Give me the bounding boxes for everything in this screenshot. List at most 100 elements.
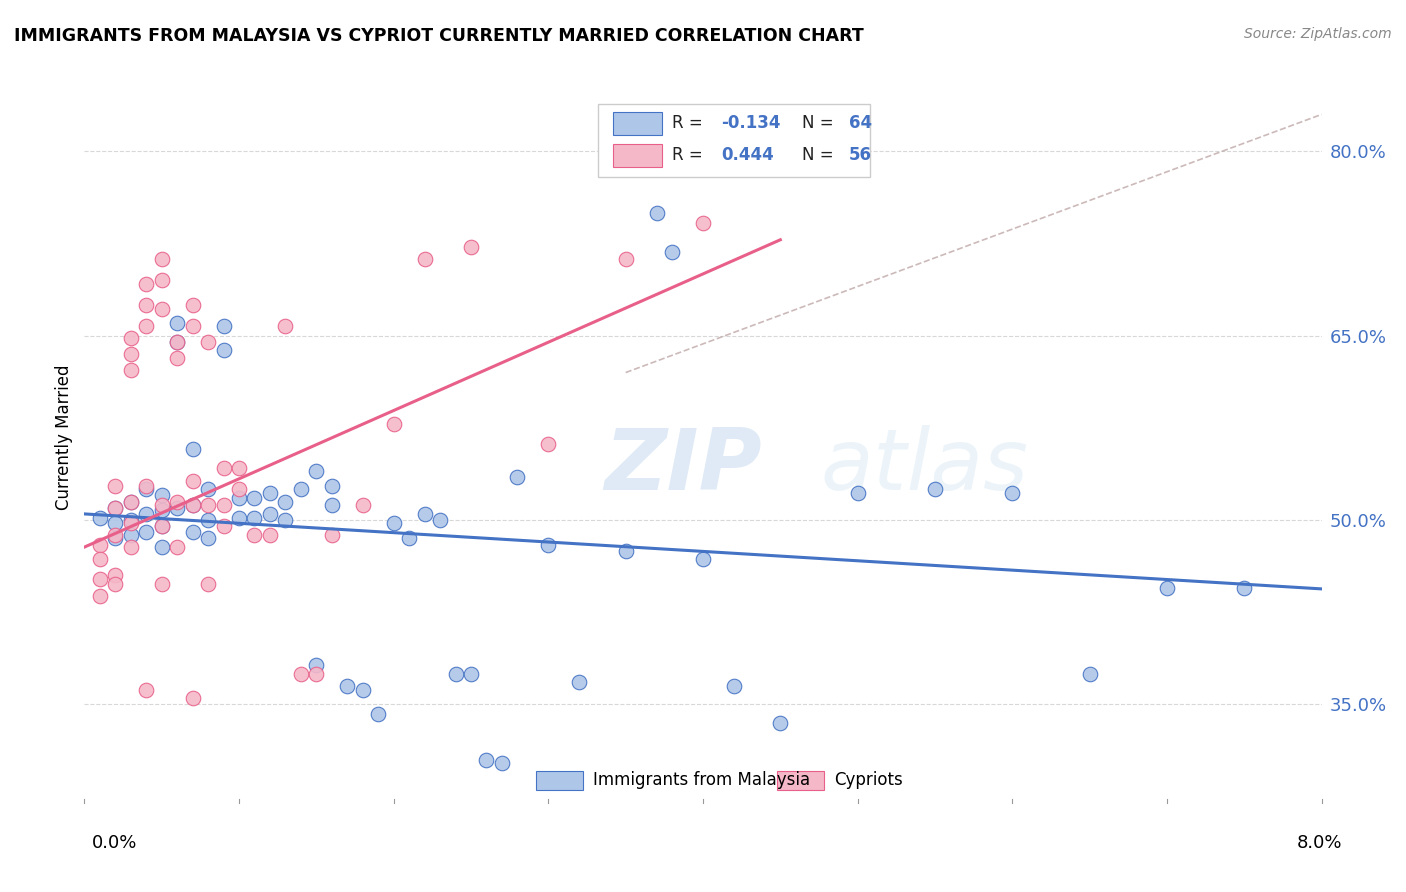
- Point: [197, 483, 219, 497]
- Point: [212, 343, 235, 358]
- Point: [104, 528, 127, 542]
- Text: N =: N =: [801, 146, 839, 164]
- Point: [135, 507, 157, 521]
- Text: 8.0%: 8.0%: [1298, 834, 1343, 852]
- Text: -0.134: -0.134: [721, 114, 782, 132]
- Point: [120, 331, 142, 345]
- Point: [305, 666, 328, 681]
- Point: [89, 538, 111, 552]
- Point: [228, 510, 250, 524]
- Point: [568, 675, 591, 690]
- Text: ZIP: ZIP: [605, 425, 762, 508]
- Point: [537, 538, 560, 552]
- Point: [692, 216, 714, 230]
- Point: [135, 682, 157, 697]
- Point: [181, 498, 204, 512]
- Point: [367, 707, 389, 722]
- Point: [150, 519, 173, 533]
- Point: [321, 478, 343, 492]
- FancyBboxPatch shape: [598, 104, 870, 178]
- Point: [197, 498, 219, 512]
- Point: [104, 516, 127, 530]
- Text: Immigrants from Malaysia: Immigrants from Malaysia: [593, 771, 810, 789]
- Point: [1233, 581, 1256, 595]
- Point: [924, 483, 946, 497]
- Point: [305, 464, 328, 478]
- Point: [212, 519, 235, 533]
- Point: [120, 347, 142, 361]
- Point: [166, 334, 188, 349]
- Point: [614, 252, 637, 267]
- Point: [150, 503, 173, 517]
- Point: [413, 507, 436, 521]
- Text: 56: 56: [849, 146, 872, 164]
- Point: [692, 552, 714, 566]
- Y-axis label: Currently Married: Currently Married: [55, 364, 73, 510]
- Point: [197, 532, 219, 546]
- Point: [181, 318, 204, 333]
- Point: [382, 516, 405, 530]
- Point: [645, 205, 668, 219]
- FancyBboxPatch shape: [613, 144, 662, 167]
- Point: [89, 510, 111, 524]
- Point: [135, 483, 157, 497]
- Text: atlas: atlas: [821, 425, 1029, 508]
- Point: [290, 666, 312, 681]
- Point: [460, 240, 482, 254]
- Point: [228, 461, 250, 475]
- Point: [444, 666, 467, 681]
- Text: 0.444: 0.444: [721, 146, 775, 164]
- Point: [150, 577, 173, 591]
- Point: [506, 470, 529, 484]
- Point: [120, 494, 142, 508]
- Point: [614, 543, 637, 558]
- Point: [259, 486, 281, 500]
- Text: Cypriots: Cypriots: [834, 771, 903, 789]
- Point: [89, 589, 111, 603]
- Point: [120, 513, 142, 527]
- Point: [661, 245, 683, 260]
- Point: [104, 500, 127, 515]
- Point: [243, 491, 266, 505]
- Point: [150, 519, 173, 533]
- Point: [336, 679, 359, 693]
- Text: IMMIGRANTS FROM MALAYSIA VS CYPRIOT CURRENTLY MARRIED CORRELATION CHART: IMMIGRANTS FROM MALAYSIA VS CYPRIOT CURR…: [14, 27, 863, 45]
- Point: [769, 715, 792, 730]
- Text: N =: N =: [801, 114, 839, 132]
- Point: [181, 442, 204, 456]
- Point: [398, 532, 420, 546]
- Point: [274, 513, 297, 527]
- Point: [104, 478, 127, 492]
- Point: [382, 417, 405, 432]
- Point: [352, 498, 374, 512]
- Point: [352, 682, 374, 697]
- Point: [1156, 581, 1178, 595]
- Point: [89, 552, 111, 566]
- Point: [212, 498, 235, 512]
- Point: [537, 437, 560, 451]
- Point: [150, 273, 173, 287]
- Point: [104, 568, 127, 582]
- Point: [723, 679, 745, 693]
- Point: [228, 483, 250, 497]
- Point: [135, 277, 157, 291]
- Text: 64: 64: [849, 114, 872, 132]
- Point: [212, 461, 235, 475]
- Point: [166, 317, 188, 331]
- Point: [135, 318, 157, 333]
- Text: 0.0%: 0.0%: [91, 834, 136, 852]
- Point: [135, 298, 157, 312]
- Point: [274, 318, 297, 333]
- Point: [197, 577, 219, 591]
- Text: R =: R =: [672, 114, 709, 132]
- Point: [166, 351, 188, 365]
- Point: [150, 252, 173, 267]
- Point: [120, 540, 142, 554]
- Point: [150, 301, 173, 316]
- Point: [491, 756, 513, 771]
- Point: [120, 528, 142, 542]
- Point: [181, 474, 204, 488]
- FancyBboxPatch shape: [536, 771, 583, 789]
- Point: [259, 528, 281, 542]
- Text: R =: R =: [672, 146, 709, 164]
